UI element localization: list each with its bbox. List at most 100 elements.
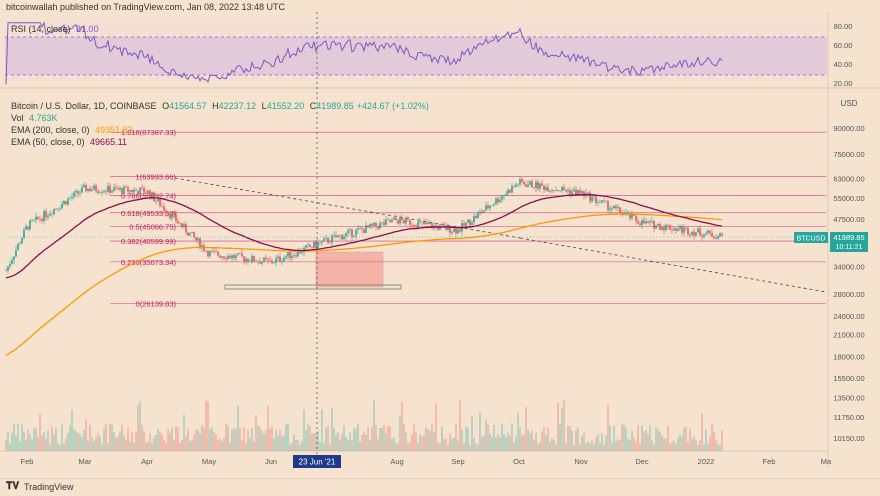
ema200-label: EMA (200, close, 0) [11,125,90,135]
price-axis[interactable]: 90000.00 75000.00 63000.00 55000.00 47500.00… [833,124,864,443]
candle-body [627,212,629,213]
candle-body [295,255,297,257]
volume-bar [189,440,191,451]
candle-body [339,235,341,236]
tradingview-logo-icon[interactable]: 𝐓𝐕 [6,481,20,492]
candle-body [41,218,43,221]
candle-body [601,200,603,203]
candle-body [169,213,171,219]
volume-bar [257,425,259,451]
candle-body [333,235,335,236]
volume-bar [565,443,567,451]
candle-body [215,251,217,252]
candle-body [151,192,153,198]
descending-trendline[interactable] [174,177,521,239]
candle-body [49,213,51,216]
volume-bar [131,432,133,451]
volume-bar [249,438,251,451]
volume-bar [457,440,459,451]
fib-retracement[interactable]: 1.618(87387.33) 1(63993.66) 0.786(55892.74… [110,128,826,309]
volume-bar [31,439,33,451]
candle-body [137,190,139,195]
ema-200-line[interactable] [5,213,723,357]
price-axis-tick: 10150.00 [833,434,864,443]
candle-body [495,198,497,205]
candle-body [229,255,231,259]
candle-body [381,222,383,224]
volume-bar [183,414,185,451]
volume-bar [89,425,91,451]
volume-bar [449,433,451,451]
volume-bar [655,427,657,451]
volume-bar [647,433,649,451]
candle-body [331,235,333,243]
candle-body [353,235,355,237]
ema-50-line[interactable] [5,193,723,279]
volume-bar [691,438,693,451]
volume-bar [179,442,181,451]
volume-bar [525,407,527,451]
chart-canvas[interactable]: 1.618(87387.33) 1(63993.66) 0.786(55892.74… [0,0,880,478]
volume-bar [617,439,619,451]
publisher-line: bitcoinwallah published on TradingView.c… [6,2,286,12]
candle-body [315,241,317,248]
candle-body [431,223,433,229]
volume-bar [127,427,129,451]
candle-body [709,230,711,233]
volume-bar [25,440,27,451]
price-axis-tick: 63000.00 [833,175,864,184]
volume-bar [173,439,175,451]
volume-bar [469,444,471,451]
time-axis-label: Nov [574,457,588,466]
volume-bar [99,436,101,451]
ema50-value: 49665.11 [90,137,127,147]
volume-bar [583,432,585,451]
candle-body [467,219,469,223]
volume-bar [549,441,551,451]
date-badge-text: 23 Jun '21 [299,458,336,467]
volume-bar [151,443,153,451]
candle-body [27,226,29,230]
trendline-extension[interactable] [519,237,827,293]
candle-body [479,211,481,213]
candle-body [337,235,339,238]
candle-body [459,229,461,232]
candle-body [127,186,129,192]
volume-bar [53,434,55,451]
time-axis-label: Oct [513,457,526,466]
volume-bar [381,427,383,451]
candle-body [143,187,145,193]
volume-bar [571,430,573,451]
candle-body [695,232,697,236]
candle-body [395,217,397,221]
candle-body [343,236,345,240]
rsi-axis[interactable]: 80.00 60.00 40.00 20.00 [834,22,853,88]
candle-body [251,256,253,262]
volume-bar [223,437,225,451]
time-axis-label: Feb [763,457,776,466]
volume-bar [375,424,377,451]
volume-bar [721,430,723,451]
volume-bar [113,432,115,451]
footer-brand[interactable]: TradingView [24,482,74,492]
volume-bar [609,425,611,451]
candle-body [133,189,135,193]
volume-bar [311,433,313,451]
volume-bar [663,438,665,451]
consolidation-box[interactable] [315,251,384,288]
candle-body [515,184,517,187]
volume-bar [279,429,281,451]
candle-body [477,212,479,218]
volume-bar [165,443,167,451]
volume-bar [187,428,189,451]
volume-bar [499,437,501,451]
candle-body [421,221,423,223]
volume-bar [137,405,139,451]
time-axis-label: May [202,457,216,466]
candle-body [95,185,97,192]
candle-body [81,187,83,193]
volume-bar [575,430,577,451]
time-axis[interactable]: Feb Mar Apr May Jun Aug Sep Oct Nov Dec 2022 Feb Ma [21,457,833,466]
date-badge [293,455,341,468]
support-zone[interactable] [224,284,402,290]
